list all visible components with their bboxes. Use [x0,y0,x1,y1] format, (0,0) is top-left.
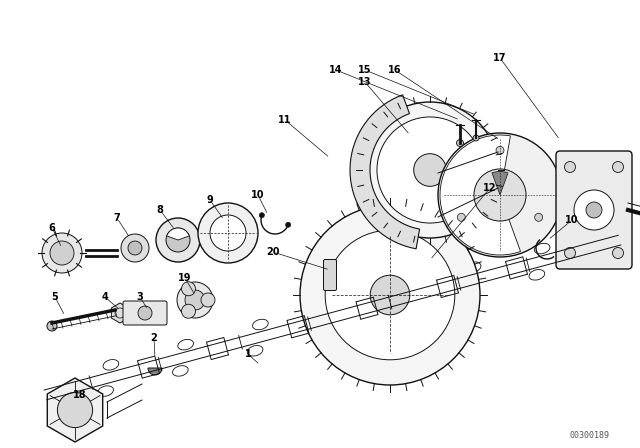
Circle shape [182,304,195,318]
Circle shape [128,241,142,255]
Wedge shape [148,368,162,375]
Circle shape [285,222,291,227]
Circle shape [586,202,602,218]
Circle shape [612,247,623,258]
Text: 7: 7 [114,213,120,223]
Circle shape [325,230,455,360]
Circle shape [474,169,526,221]
FancyBboxPatch shape [323,259,337,290]
Text: 16: 16 [388,65,402,75]
Circle shape [496,146,504,155]
Circle shape [300,205,480,385]
Text: 9: 9 [207,195,213,205]
Circle shape [564,247,575,258]
Circle shape [138,306,152,320]
FancyBboxPatch shape [556,151,632,269]
Circle shape [574,190,614,230]
Circle shape [50,241,74,265]
FancyBboxPatch shape [123,301,167,325]
Circle shape [413,154,446,186]
Text: 10: 10 [565,215,579,225]
Text: 6: 6 [49,223,56,233]
Circle shape [370,275,410,315]
Text: 17: 17 [493,53,507,63]
Text: 11: 11 [278,115,292,125]
Circle shape [201,293,215,307]
Circle shape [612,161,623,172]
Circle shape [473,135,479,141]
Circle shape [564,161,575,172]
Circle shape [185,290,205,310]
Text: 4: 4 [102,292,108,302]
Wedge shape [440,135,520,255]
Circle shape [177,282,213,318]
Circle shape [210,215,246,251]
Text: 2: 2 [150,333,157,343]
Circle shape [377,117,483,223]
Circle shape [58,392,93,427]
Text: 18: 18 [73,390,87,400]
Polygon shape [111,303,129,323]
Circle shape [121,234,149,262]
Circle shape [156,218,200,262]
Text: 15: 15 [358,65,372,75]
Polygon shape [350,95,420,249]
Circle shape [362,102,498,238]
Text: 3: 3 [136,292,143,302]
Text: 5: 5 [52,292,58,302]
Wedge shape [167,228,189,240]
Circle shape [438,133,562,257]
Text: 13: 13 [358,77,372,87]
Polygon shape [47,378,102,442]
Circle shape [259,213,264,218]
Circle shape [534,213,543,221]
Circle shape [198,203,258,263]
Text: 14: 14 [329,65,343,75]
Text: 20: 20 [266,247,280,257]
Text: 10: 10 [252,190,265,200]
Wedge shape [492,172,508,195]
Circle shape [182,282,195,296]
Text: 8: 8 [157,205,163,215]
Circle shape [42,233,82,273]
Text: 19: 19 [179,273,192,283]
Text: 12: 12 [483,183,497,193]
Text: 1: 1 [244,349,252,359]
Circle shape [458,213,465,221]
Circle shape [47,321,57,331]
Text: 00300189: 00300189 [570,431,610,439]
Circle shape [166,228,190,252]
Circle shape [456,139,463,146]
